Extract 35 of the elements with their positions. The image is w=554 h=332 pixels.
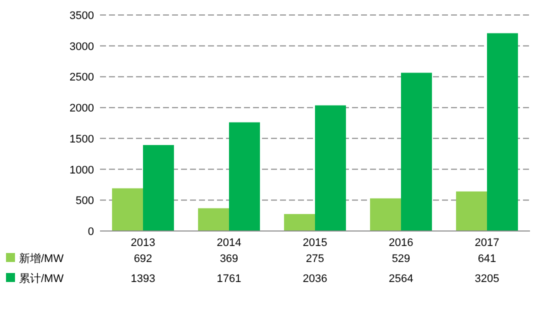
- data-label: 1393: [130, 273, 156, 285]
- y-tick-label: 1500: [70, 133, 94, 146]
- x-tick-label: 2015: [302, 237, 328, 249]
- data-label: 529: [392, 253, 410, 265]
- x-tick-label: 2017: [474, 237, 500, 249]
- data-label: 1761: [216, 273, 242, 285]
- bar: [315, 105, 346, 231]
- bar: [370, 198, 401, 231]
- bar: [487, 33, 518, 231]
- x-tick-label: 2013: [130, 237, 156, 249]
- x-tick-label: 2016: [388, 237, 414, 249]
- bar: [143, 145, 174, 231]
- data-label: 641: [478, 253, 496, 265]
- y-tick-label: 3500: [70, 10, 94, 22]
- data-label: 3205: [474, 273, 500, 285]
- data-label: 2036: [302, 273, 328, 285]
- bar: [456, 191, 487, 231]
- data-label: 2564: [388, 273, 414, 285]
- bar: [284, 214, 315, 231]
- legend-label: 新增/MW: [19, 252, 64, 265]
- data-label: 692: [134, 253, 152, 265]
- y-tick-label: 1000: [70, 164, 94, 176]
- y-tick-label: 500: [76, 195, 94, 208]
- bar: [112, 188, 143, 231]
- bar: [229, 122, 260, 231]
- y-tick-label: 0: [88, 226, 94, 238]
- y-tick-label: 2500: [70, 72, 94, 84]
- x-tick-label: 2014: [216, 237, 242, 249]
- bar: [198, 208, 229, 231]
- data-label: 369: [220, 253, 238, 265]
- data-label: 275: [306, 253, 324, 265]
- y-tick-label: 3000: [70, 40, 94, 53]
- legend-label: 累计/MW: [19, 272, 64, 285]
- bar: [401, 72, 432, 231]
- y-tick-label: 2000: [70, 102, 94, 115]
